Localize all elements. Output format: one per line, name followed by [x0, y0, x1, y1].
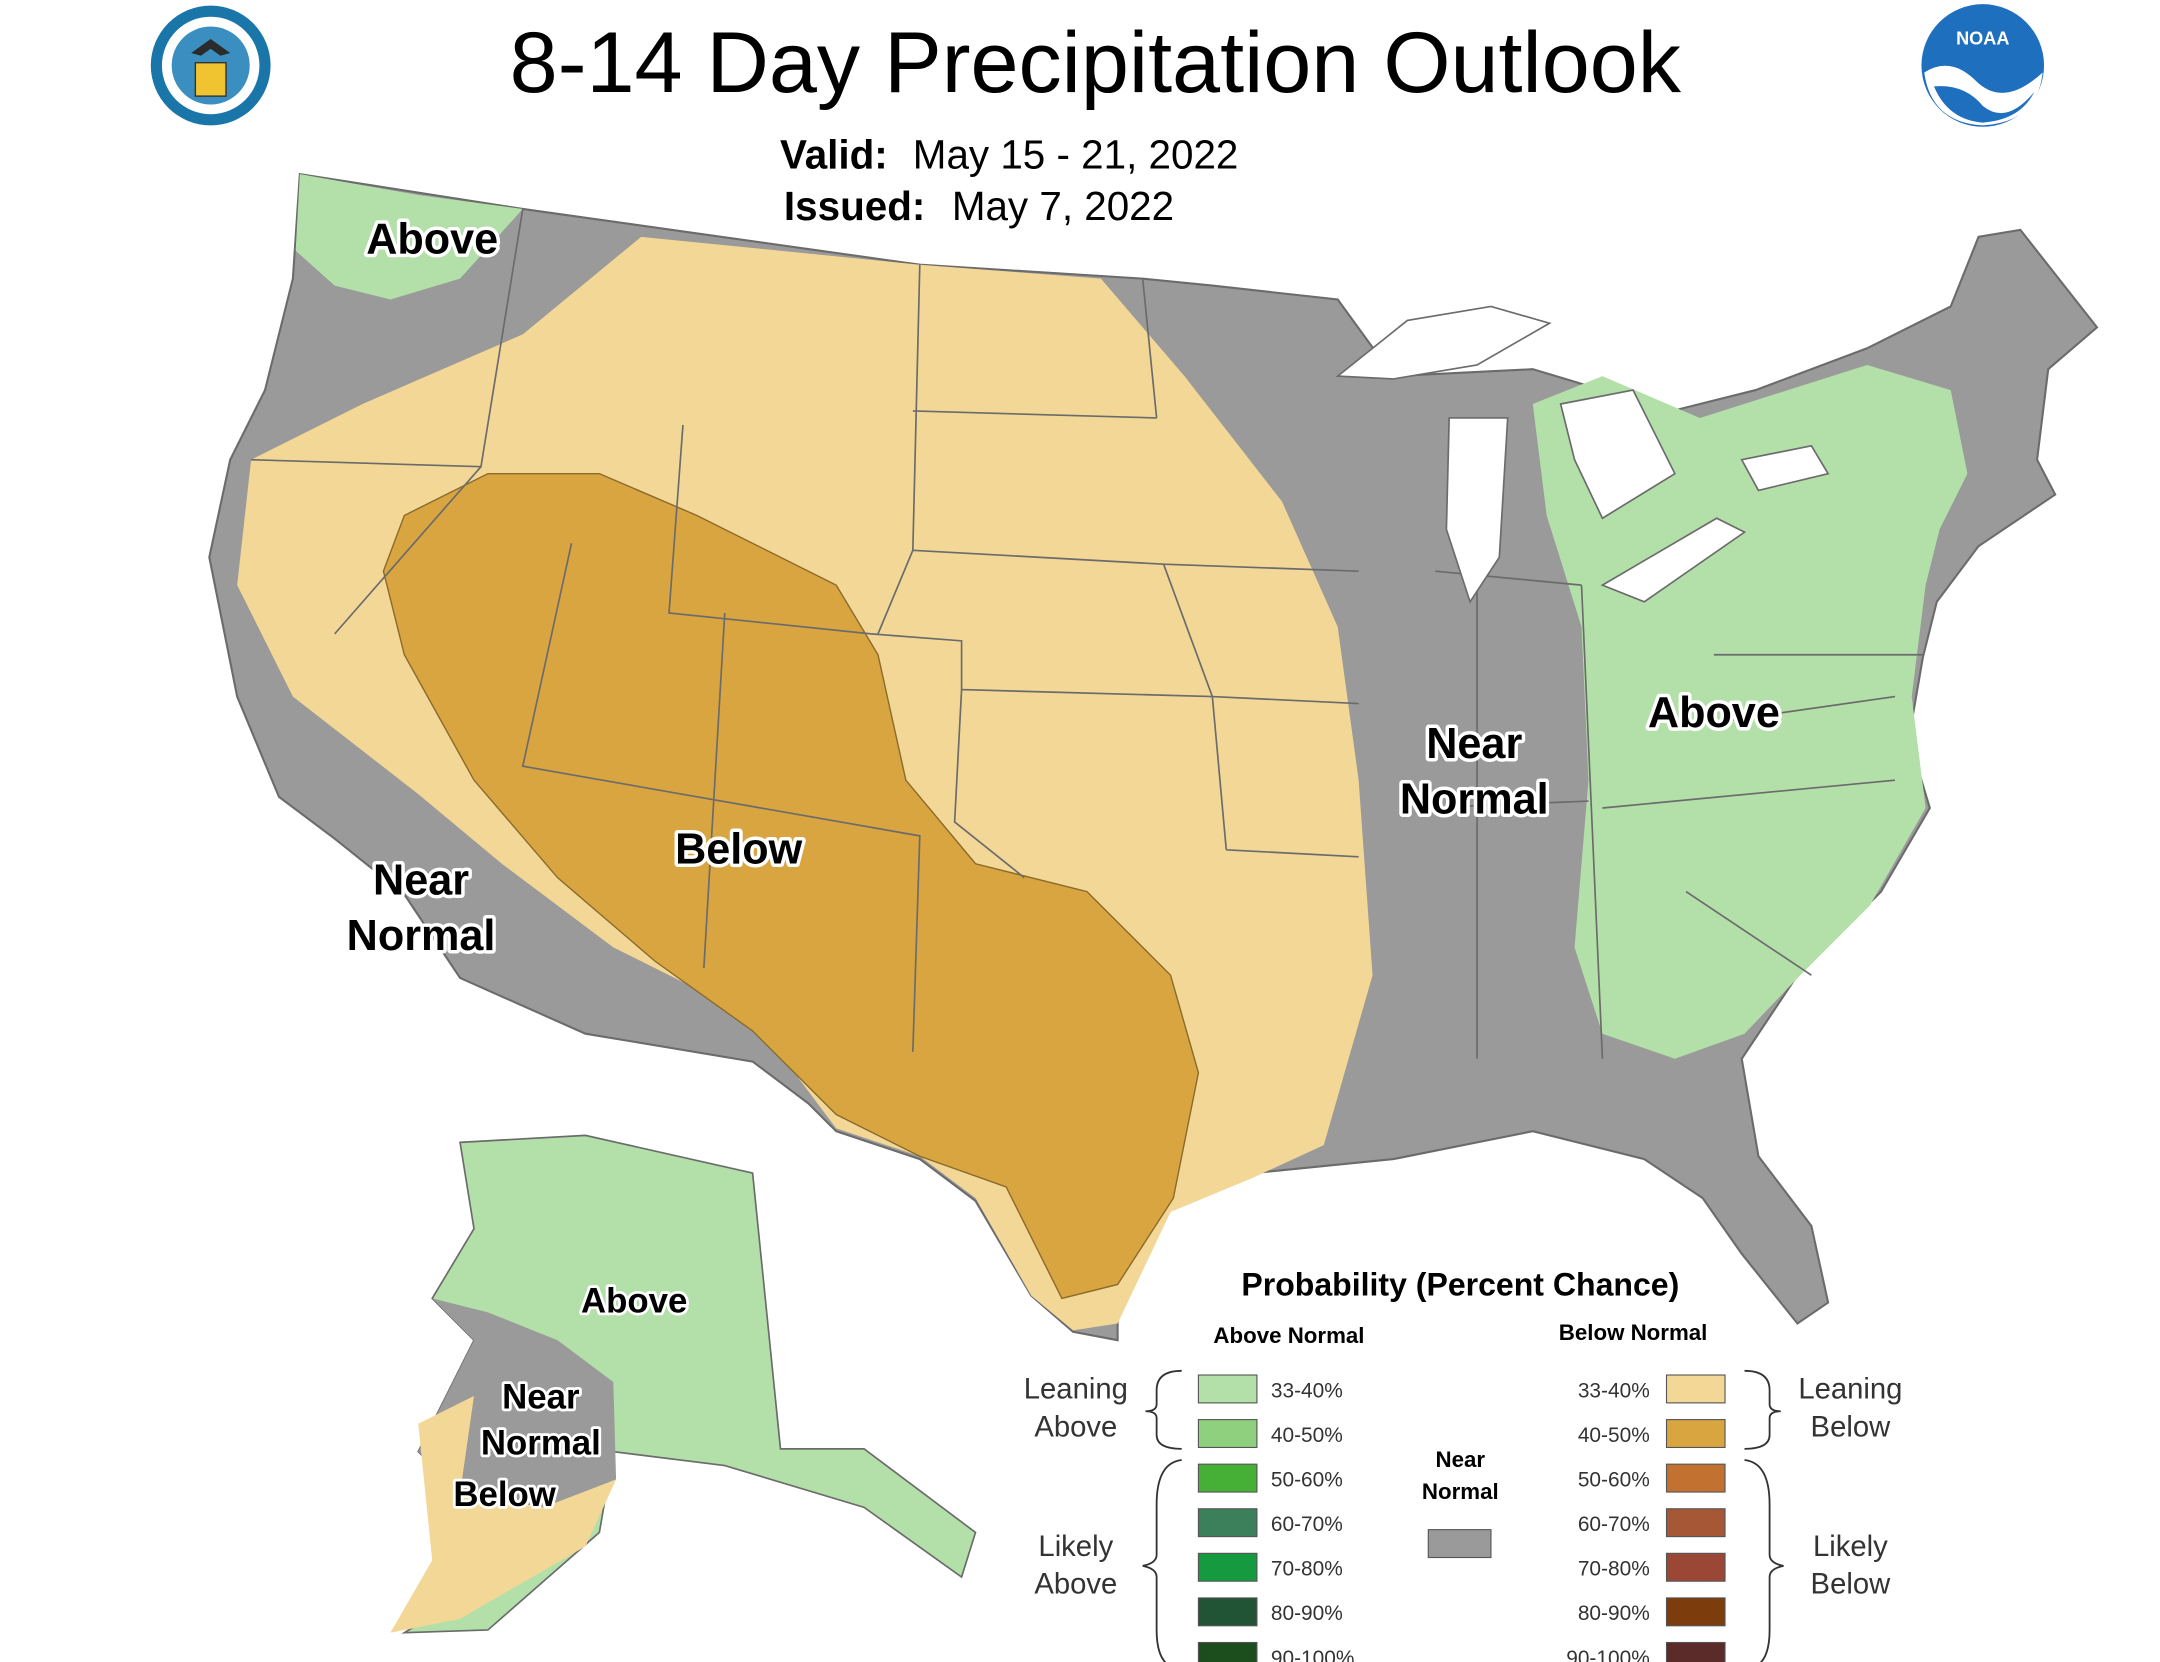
state-borders	[251, 208, 1923, 1059]
legend-group-label: Leaning	[1024, 1374, 1128, 1406]
legend-swatch	[1665, 1597, 1726, 1627]
great-lakes	[1335, 305, 1830, 604]
region-label: Normal	[1400, 776, 1549, 824]
legend-below-heading: Below Normal	[1559, 1320, 1708, 1345]
region-label: Near	[502, 1377, 580, 1416]
noaa-logo: NOAA	[1921, 4, 2045, 127]
region-label: Normal	[481, 1423, 601, 1462]
region-label: Below	[675, 826, 803, 874]
legend-near-label: Near	[1436, 1447, 1486, 1472]
legend-swatch	[1197, 1552, 1258, 1582]
legend-group-label: Below	[1811, 1569, 1892, 1601]
noaa-logo-mark: NOAA	[1956, 29, 2009, 49]
region-label: Near	[373, 856, 469, 904]
issued-label: Issued:	[784, 183, 925, 229]
legend-title: Probability (Percent Chance)	[1241, 1267, 1679, 1303]
legend-swatch	[1665, 1374, 1726, 1404]
legend-swatch	[1665, 1552, 1726, 1582]
legend-range: 40-50%	[1271, 1424, 1343, 1447]
legend-range: 60-70%	[1271, 1513, 1343, 1536]
legend-range: 50-60%	[1271, 1468, 1343, 1491]
legend-range: 70-80%	[1271, 1558, 1343, 1581]
legend-group-label: Likely	[1038, 1531, 1113, 1563]
legend-swatch	[1665, 1419, 1726, 1449]
legend-group-label: Above	[1034, 1411, 1117, 1443]
legend-range: 80-90%	[1271, 1602, 1343, 1625]
alaska-near-normal-area	[418, 1298, 617, 1508]
legend-swatch	[1197, 1374, 1258, 1404]
region-labels: Above Near Normal Below Near Normal Above Above…	[343, 212, 1783, 1517]
legend-range: 40-50%	[1578, 1424, 1650, 1447]
legend-range: 90-100%	[1271, 1647, 1355, 1662]
legend-range: 70-80%	[1578, 1558, 1650, 1581]
legend-swatch	[1197, 1463, 1258, 1493]
legend-above-heading: Above Normal	[1213, 1323, 1364, 1348]
title: 8-14 Day Precipitation Outlook	[510, 15, 1682, 111]
alaska-map	[390, 1134, 977, 1634]
legend-range: 33-40%	[1271, 1379, 1343, 1402]
legend-swatch	[1197, 1508, 1258, 1538]
legend-swatch	[1197, 1419, 1258, 1449]
legend-group-label: Above	[1034, 1569, 1117, 1601]
region-label: Normal	[347, 912, 496, 960]
legend-swatch	[1665, 1508, 1726, 1538]
legend-group-label: Likely	[1813, 1531, 1888, 1563]
valid-dates: May 15 - 21, 2022	[913, 132, 1239, 178]
legend-group-label: Leaning	[1798, 1374, 1902, 1406]
legend-swatch	[1665, 1641, 1726, 1662]
legend-swatch	[1197, 1641, 1258, 1662]
legend-near-label: Normal	[1422, 1479, 1499, 1504]
legend-group-label: Below	[1811, 1411, 1892, 1443]
region-label: Below	[453, 1475, 556, 1514]
legend-range: 33-40%	[1578, 1379, 1650, 1402]
legend-range: 80-90%	[1578, 1602, 1650, 1625]
legend-range: 90-100%	[1566, 1647, 1650, 1662]
valid-label: Valid:	[780, 132, 888, 178]
legend-range: 60-70%	[1578, 1513, 1650, 1536]
region-label: Above	[581, 1281, 687, 1320]
above-area-northwest	[295, 174, 523, 300]
alaska-below-area	[390, 1395, 617, 1633]
region-label: Above	[1648, 689, 1780, 737]
legend-braces	[1142, 1369, 1784, 1662]
legend-swatch	[1197, 1597, 1258, 1627]
above-area-east	[1532, 364, 1968, 1059]
issued-date: May 7, 2022	[952, 183, 1174, 229]
doc-logo	[150, 5, 271, 126]
legend-swatch	[1427, 1529, 1492, 1559]
region-label: Above	[366, 216, 498, 264]
below-40-50-area	[382, 472, 1200, 1300]
legend-range: 50-60%	[1578, 1468, 1650, 1491]
legend-swatch	[1665, 1463, 1726, 1493]
legend: Probability (Percent Chance) Above Norma…	[1024, 1267, 1902, 1662]
region-label: Near	[1426, 720, 1522, 768]
conus-map	[208, 172, 2099, 1342]
